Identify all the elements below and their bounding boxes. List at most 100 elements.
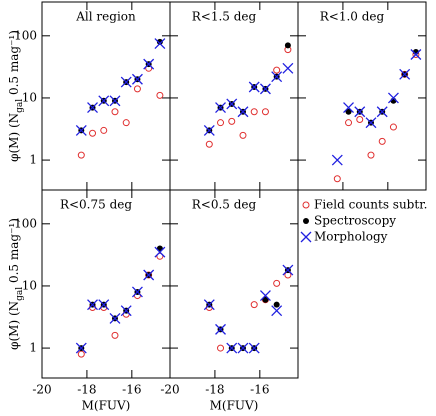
x-axis-label: M(FUV) (82, 399, 131, 413)
marker (98, 299, 110, 311)
marker (410, 49, 422, 60)
marker (250, 301, 258, 309)
marker (98, 95, 110, 107)
y-tick-label: 10 (22, 90, 37, 104)
panel-frame (169, 189, 299, 379)
marker (217, 119, 225, 127)
y-label-sub: gal (15, 99, 25, 113)
marker (77, 151, 85, 159)
marker (250, 108, 258, 116)
marker (215, 323, 226, 335)
marker (333, 175, 341, 183)
y-label-tail: 0.5 mag⁻¹) (7, 218, 21, 287)
legend-marker (302, 201, 310, 209)
marker (284, 42, 291, 49)
marker (354, 106, 366, 118)
marker (143, 269, 155, 281)
marker (131, 73, 143, 85)
x-tick-label: -20 (160, 383, 179, 397)
x-tick-label: -20 (32, 383, 51, 397)
marker (261, 108, 269, 116)
marker (100, 126, 108, 134)
y-tick-label: 10 (22, 278, 37, 292)
y-axis-label: φ(M) (Ngal 0.5 mag⁻¹) (7, 30, 25, 162)
y-label-sub: gal (15, 287, 25, 301)
marker (154, 38, 166, 50)
legend-label: Morphology (314, 230, 388, 244)
x-tick-label: -18 (77, 383, 96, 397)
marker (75, 124, 87, 136)
marker (399, 68, 411, 80)
marker (143, 58, 155, 70)
marker (77, 350, 85, 358)
marker (259, 290, 271, 302)
panel-frame (169, 1, 299, 191)
marker (226, 98, 238, 110)
panel-frame (41, 1, 171, 191)
marker (89, 129, 97, 137)
marker (131, 286, 143, 298)
legend-marker (303, 218, 309, 224)
marker (120, 76, 132, 88)
panel-title: R<0.5 deg (192, 198, 257, 212)
x-tick-label: -16 (250, 383, 269, 397)
marker (75, 342, 87, 354)
y-label-tail: 0.5 mag⁻¹) (7, 30, 21, 99)
x-axis-label: M(FUV) (210, 399, 259, 413)
marker (120, 305, 132, 317)
legend-label: Spectroscopy (314, 214, 396, 228)
marker (343, 102, 354, 114)
marker (111, 331, 119, 339)
marker (228, 117, 236, 125)
marker (365, 117, 377, 129)
marker (356, 115, 364, 123)
y-tick-label: 100 (14, 28, 37, 42)
marker (87, 102, 98, 114)
panel-frame (297, 1, 427, 191)
marker (156, 252, 164, 260)
marker (282, 264, 294, 276)
marker (331, 154, 343, 166)
y-label-main: φ(M) (N (7, 301, 21, 350)
x-tick-label: -16 (122, 383, 141, 397)
legend-label: Field counts subtr. (314, 198, 427, 212)
marker (156, 38, 163, 45)
marker (111, 108, 119, 116)
x-tick-label: -18 (205, 383, 224, 397)
marker (215, 102, 226, 114)
marker (345, 108, 352, 115)
marker (367, 151, 375, 159)
marker (248, 342, 260, 354)
marker (237, 342, 249, 354)
panel-title: R<1.5 deg (192, 10, 257, 24)
y-tick-label: 100 (14, 216, 37, 230)
marker (237, 106, 249, 118)
panel-title: R<1.0 deg (320, 10, 385, 24)
y-tick-label: 1 (29, 153, 37, 167)
y-label-main: φ(M) (N (7, 113, 21, 162)
marker (217, 344, 225, 352)
marker (273, 301, 280, 308)
marker (273, 279, 281, 287)
marker (282, 62, 294, 74)
panel-title: R<0.75 deg (60, 198, 132, 212)
marker (271, 71, 283, 83)
marker (133, 85, 141, 93)
marker (203, 124, 215, 136)
marker (262, 296, 269, 303)
marker (156, 91, 164, 99)
marker (345, 119, 353, 127)
marker (122, 119, 130, 127)
marker (203, 299, 215, 311)
marker (273, 66, 281, 74)
marker (378, 137, 386, 145)
marker (259, 83, 271, 95)
legend-marker (300, 231, 312, 243)
marker (248, 81, 260, 93)
y-tick-label: 1 (29, 341, 37, 355)
marker (226, 342, 238, 354)
panel-title: All region (75, 10, 136, 24)
marker (239, 131, 247, 139)
marker (387, 92, 399, 104)
